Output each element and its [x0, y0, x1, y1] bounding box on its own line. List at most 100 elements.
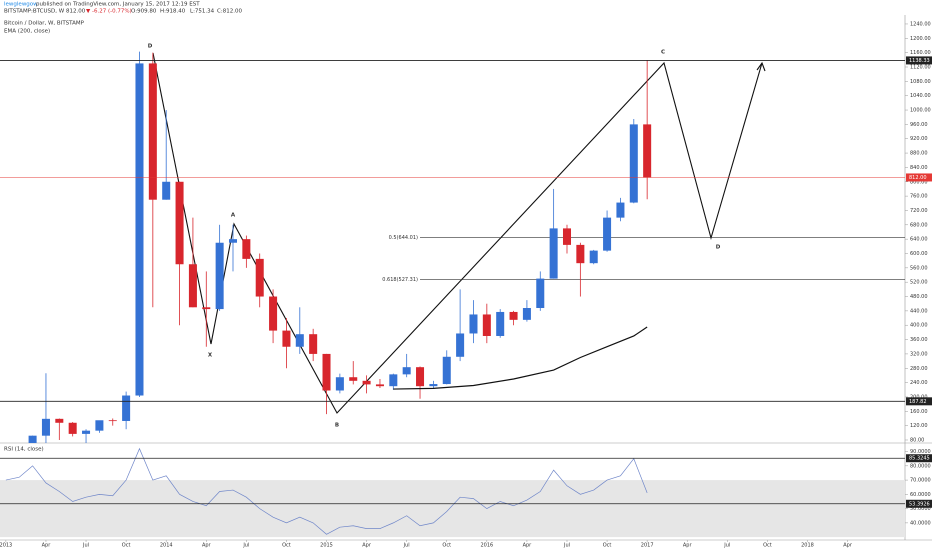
x-tick-label: 2017 [641, 543, 654, 549]
candle-body [82, 430, 91, 434]
candle-body [456, 333, 465, 357]
y-tick-label: 800.00 [910, 179, 928, 185]
low: L:751.34 [190, 9, 215, 15]
candle-body [576, 244, 585, 264]
candle-body [108, 420, 117, 422]
x-tick-label: 2013 [0, 543, 12, 549]
candle-body [295, 334, 304, 347]
candle-body [309, 334, 318, 354]
x-tick-label: Apr [362, 543, 372, 549]
x-tick-label: 2016 [480, 543, 493, 549]
candle-body [469, 314, 478, 334]
y-tick-label: 160.00 [910, 409, 928, 415]
rsi-level-tag [906, 499, 932, 508]
x-tick-label: Apr [683, 543, 693, 549]
y-tick-label: 680.00 [910, 222, 928, 228]
candle-body [135, 63, 144, 396]
candle-body [482, 314, 491, 336]
candle-body [589, 250, 598, 264]
candle-body [536, 278, 545, 309]
rsi-level-label: 53.3926 [909, 501, 930, 507]
level-label: 1138.33 [909, 58, 930, 64]
candle-body [629, 124, 638, 203]
candle-body [496, 311, 505, 336]
candle-body [416, 367, 425, 387]
x-tick-label: Apr [843, 543, 853, 549]
y-tick-label: 600.00 [910, 251, 928, 257]
y-tick-label: 1000.00 [910, 108, 931, 114]
rsi-tick-label: 60.0000 [910, 492, 931, 498]
y-tick-label: 280.00 [910, 366, 928, 372]
candle-body [175, 181, 184, 265]
candle-body [509, 311, 518, 320]
y-tick-label: 400.00 [910, 323, 928, 329]
x-tick-label: Jul [242, 543, 249, 549]
change: ▼ -6.27 (-0.77%) [86, 9, 132, 15]
level-tag [906, 173, 932, 182]
y-tick-label: 640.00 [910, 237, 928, 243]
y-tick-label: 840.00 [910, 165, 928, 171]
level-label: 812.00 [909, 175, 927, 181]
x-tick-label: Jul [723, 543, 730, 549]
candle-body [148, 63, 157, 200]
candle-body [202, 307, 211, 310]
y-tick-label: 960.00 [910, 122, 928, 128]
candle-body [41, 418, 50, 436]
level-tag [906, 56, 932, 65]
y-tick-label: 1080.00 [910, 79, 931, 85]
candle-body [95, 420, 104, 431]
rsi-tick-label: 50.0000 [910, 506, 931, 512]
candle-body [242, 239, 251, 259]
candle-body [549, 228, 558, 279]
candle-body [616, 202, 625, 218]
candle-body [562, 228, 572, 245]
candle-body [215, 242, 224, 310]
x-tick-label: Apr [42, 543, 52, 549]
y-tick-label: 520.00 [910, 280, 928, 286]
y-tick-label: 1160.00 [910, 50, 931, 56]
y-tick-label: 360.00 [910, 337, 928, 343]
x-tick-label: Apr [523, 543, 533, 549]
open: O:909.80 [131, 9, 157, 15]
price-pane: 0.5(644.01) 0.618(527.31) [28, 51, 905, 443]
close: C:812.00 [217, 9, 242, 15]
y-tick-label: 80.00 [910, 437, 924, 443]
fib-label: 0.618(527.31) [382, 277, 418, 283]
chart-title: Bitcoin / Dollar, W, BITSTAMP [4, 21, 85, 27]
y-tick-label: 720.00 [910, 208, 928, 214]
rsi-tick-label: 70.0000 [910, 478, 931, 484]
rsi-tick-label: 80.0000 [910, 463, 931, 469]
y-tick-label: 1200.00 [910, 36, 931, 42]
author: lewglewgow [4, 2, 38, 8]
y-tick-label: 1240.00 [910, 21, 931, 27]
candle-body [603, 217, 612, 251]
published: published on TradingView.com, January 15… [36, 2, 200, 8]
x-tick-label: Jul [403, 543, 410, 549]
candle-body [402, 367, 411, 375]
ema-line [393, 326, 648, 390]
x-tick-label: Oct [603, 543, 612, 549]
level-tag [906, 397, 932, 406]
x-tick-label: Oct [442, 543, 451, 549]
candle-body [442, 356, 451, 385]
candle-body [362, 380, 371, 385]
y-tick-label: 120.00 [910, 423, 928, 429]
pattern-label: B [335, 423, 339, 429]
y-tick-label: 1120.00 [910, 65, 931, 71]
x-tick-label: Jul [563, 543, 570, 549]
x-tick-label: 2015 [320, 543, 333, 549]
x-tick-label: Oct [122, 543, 131, 549]
rsi-label: RSI (14, close) [4, 447, 44, 453]
candle-body [643, 124, 652, 178]
pattern-label: D [716, 245, 721, 251]
high: H:918.40 [160, 9, 186, 15]
candle-body [188, 264, 197, 308]
candle-body [522, 308, 531, 320]
rsi-band [0, 480, 905, 538]
rsi-pane [0, 447, 905, 538]
y-tick-label: 1040.00 [910, 93, 931, 99]
level-label: 187.82 [909, 399, 927, 405]
y-tick-label: 920.00 [910, 136, 928, 142]
candle-body [162, 181, 171, 200]
